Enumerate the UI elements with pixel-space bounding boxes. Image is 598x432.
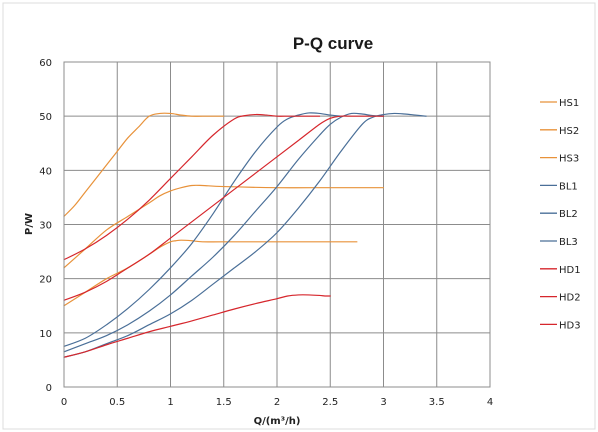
legend: HS1 HS2 HS3 BL1 BL2 BL3 HD1 HD2 HD3 — [540, 98, 581, 331]
y-axis-label: P/W — [24, 213, 35, 235]
series-line-bl3 — [63, 112, 427, 358]
x-tick-label: 1.5 — [216, 397, 232, 408]
x-tick-label: 3 — [380, 397, 386, 408]
series-line-hs2 — [63, 184, 385, 269]
legend-label-hd1: HD1 — [559, 265, 581, 276]
y-tick-label: 10 — [39, 329, 52, 340]
series-line-hd3 — [63, 113, 321, 261]
y-tick-label: 20 — [39, 275, 52, 286]
legend-label-hd2: HD2 — [559, 293, 581, 304]
series-layer — [63, 112, 427, 358]
series-line-hs1 — [63, 112, 225, 217]
x-tick-label: 2.5 — [322, 397, 338, 408]
legend-label-bl2: BL2 — [559, 209, 578, 220]
plot-border — [63, 61, 491, 388]
legend-label-hd3: HD3 — [559, 320, 581, 331]
y-tick-label: 60 — [39, 58, 52, 69]
legend-label-bl3: BL3 — [559, 237, 578, 248]
legend-label-hs3: HS3 — [559, 154, 579, 165]
series-line-hd2 — [63, 115, 385, 301]
legend-label-bl1: BL1 — [559, 181, 578, 192]
x-tick-label: 4 — [487, 397, 493, 408]
series-line-bl2 — [63, 112, 385, 353]
legend-label-hs2: HS2 — [559, 126, 579, 137]
y-tick-label: 40 — [39, 166, 52, 177]
series-line-hd1 — [63, 294, 331, 358]
legend-label-hs1: HS1 — [559, 98, 579, 109]
x-axis-label: Q/(m³/h) — [254, 416, 301, 427]
x-tick-label: 0.5 — [109, 397, 125, 408]
grid-layer — [63, 61, 491, 388]
y-tick-label: 30 — [39, 221, 52, 232]
x-tick-label: 2 — [274, 397, 280, 408]
x-tick-label: 1 — [167, 397, 173, 408]
chart-title: P-Q curve — [293, 34, 373, 53]
series-line-bl1 — [63, 112, 342, 347]
y-tick-label: 0 — [46, 383, 52, 394]
x-tick-label: 3.5 — [429, 397, 445, 408]
series-line-hs3 — [63, 239, 358, 307]
y-tick-label: 50 — [39, 112, 52, 123]
x-tick-label: 0 — [61, 397, 67, 408]
